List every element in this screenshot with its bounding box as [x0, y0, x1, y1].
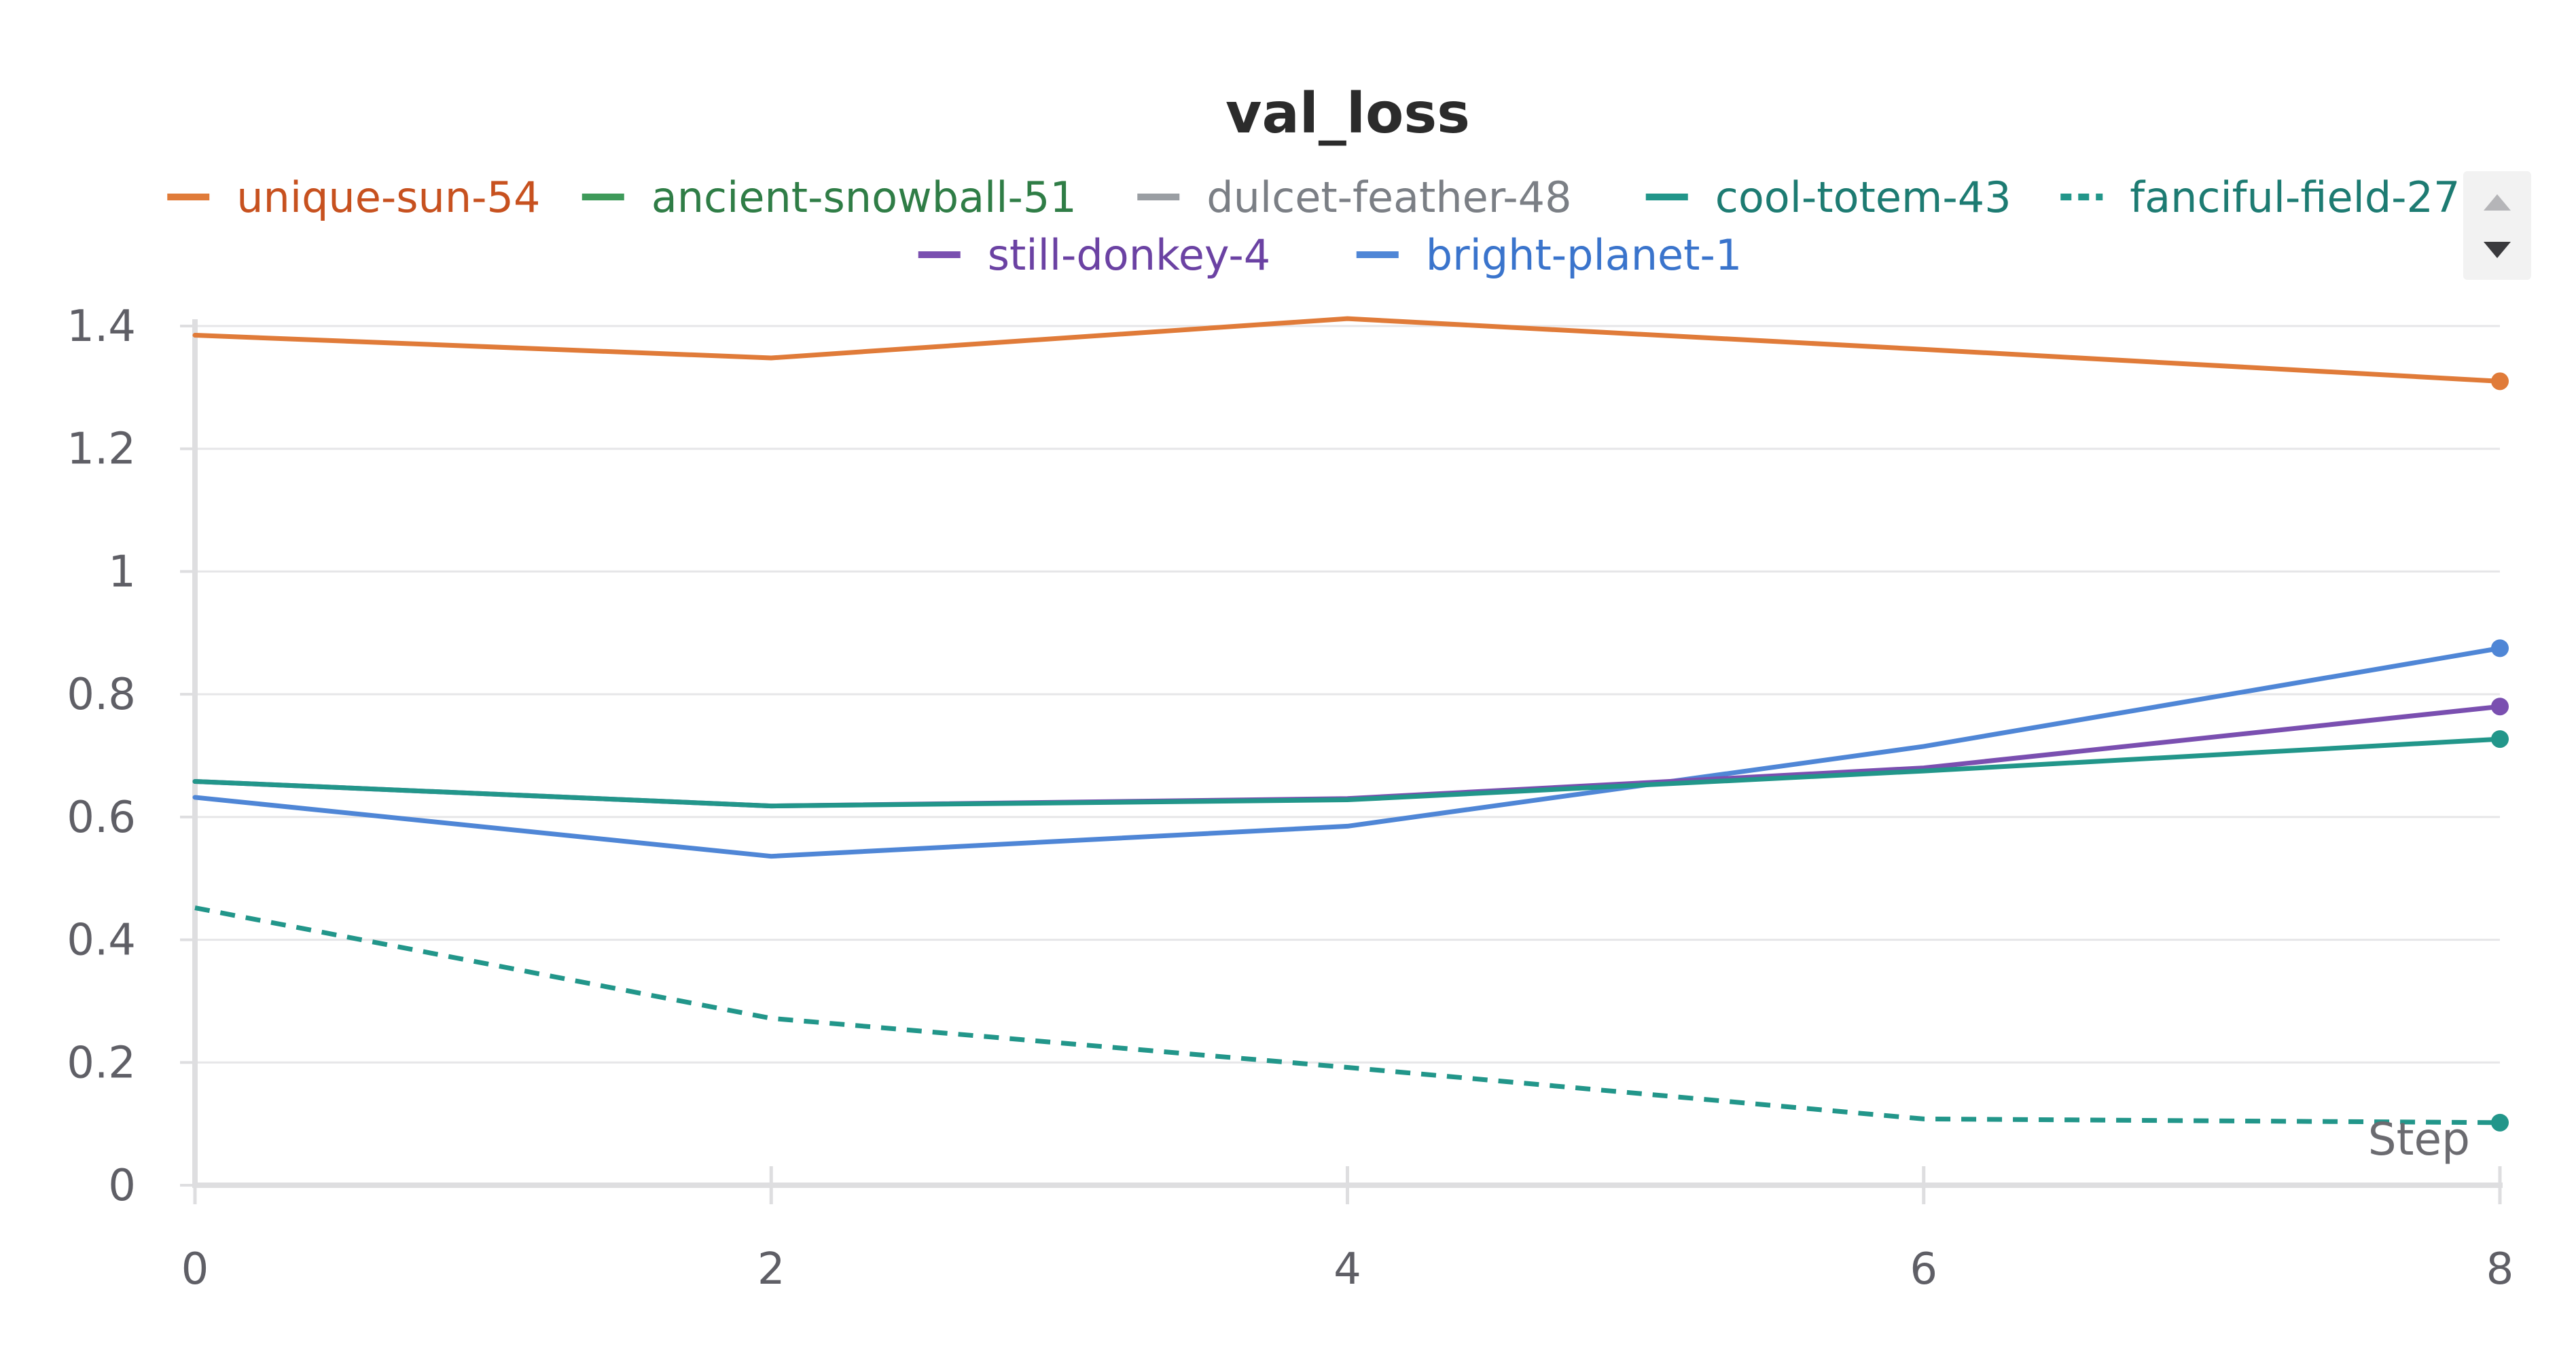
y-tick-label: 0.4 [67, 916, 136, 966]
scroll-down-icon[interactable] [2484, 242, 2511, 258]
series-line-fanciful-field-27 [194, 905, 2501, 1125]
legend-label: fanciful-field-27 [2130, 173, 2460, 222]
legend-item-dulcet-feather-48[interactable]: dulcet-feather-48 [1137, 173, 1572, 222]
x-axis-label: Step [2368, 1113, 2470, 1166]
legend-item-cool-totem-43[interactable]: cool-totem-43 [1645, 173, 2011, 222]
legend-label: dulcet-feather-48 [1206, 173, 1571, 222]
x-tick-label: 6 [1910, 1244, 1937, 1295]
x-tick-label: 2 [757, 1244, 785, 1295]
series-end-point-cool-totem-43 [2491, 730, 2509, 748]
x-tick-label: 8 [2486, 1244, 2514, 1295]
legend-item-still-donkey-4[interactable]: still-donkey-4 [918, 230, 1271, 280]
series-end-point-bright-planet-1 [2491, 639, 2509, 657]
series-line-cool-totem-43 [192, 736, 2503, 809]
y-tick-label: 0.6 [67, 793, 136, 843]
y-tick-label: 0.2 [67, 1038, 136, 1088]
y-tick-label: 1 [108, 547, 136, 597]
x-tick-label: 4 [1334, 1244, 1361, 1295]
legend-label: ancient-snowball-51 [651, 173, 1077, 222]
legend-label: still-donkey-4 [988, 230, 1271, 280]
series-end-point-still-donkey-4 [2491, 698, 2509, 716]
legend-scroll-background [2463, 171, 2531, 280]
y-tick-label: 1.2 [67, 425, 136, 475]
x-tick-label: 0 [181, 1244, 209, 1295]
series-end-point-fanciful-field-27 [2491, 1113, 2509, 1132]
grid-lines [195, 325, 2500, 1064]
x-axis-ticks: 0 2 4 6 8 [181, 1166, 2514, 1295]
y-tick-label: 0 [108, 1161, 136, 1211]
legend: unique-sun-54 ancient-snowball-51 dulcet-f… [167, 173, 2460, 280]
series-line-unique-sun-54 [192, 316, 2503, 384]
legend-item-unique-sun-54[interactable]: unique-sun-54 [167, 173, 540, 222]
series-line-bright-planet-1 [192, 645, 2503, 859]
y-tick-label: 0.8 [67, 670, 136, 720]
scroll-up-icon[interactable] [2484, 194, 2511, 211]
y-axis-ticks: 0 0.2 0.4 0.6 0.8 1 1.2 1.4 [67, 302, 195, 1211]
series-lines [192, 316, 2509, 1132]
y-tick-label: 1.4 [67, 302, 136, 352]
legend-label: bright-planet-1 [1426, 230, 1742, 280]
legend-item-bright-planet-1[interactable]: bright-planet-1 [1356, 230, 1742, 280]
legend-item-ancient-snowball-51[interactable]: ancient-snowball-51 [582, 173, 1077, 222]
legend-label: cool-totem-43 [1715, 173, 2011, 222]
series-end-point-unique-sun-54 [2491, 372, 2509, 391]
legend-label: unique-sun-54 [236, 173, 540, 222]
legend-item-fanciful-field-27[interactable]: fanciful-field-27 [2060, 173, 2460, 222]
chart-title: val_loss [1226, 82, 1470, 146]
legend-scroll-control[interactable] [2463, 171, 2531, 280]
